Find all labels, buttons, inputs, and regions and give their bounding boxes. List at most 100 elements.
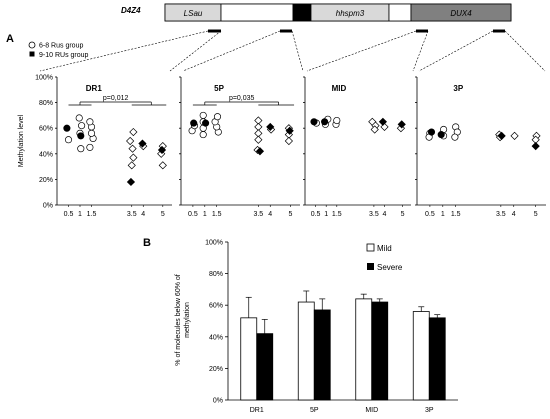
point-open-diamond [158, 161, 167, 170]
x-tick-label: 1.5 [87, 211, 97, 218]
point-filled-diamond [126, 177, 136, 187]
scatter-panel-mid: MID 0.5 1 1.5 3.5 4 5 [303, 76, 411, 218]
x-tick-label: 1 [324, 211, 328, 218]
scatter-panel-5p: 5P 0.5 1 1.5 3.5 4 5 p=0,035 [179, 76, 300, 218]
point-filled-diamond [255, 147, 265, 156]
gene-segment [220, 3, 294, 22]
x-tick-label: 1 [441, 211, 445, 218]
x-tick-label: 4 [141, 211, 145, 218]
panel-a-letter: A [6, 33, 14, 45]
point-filled-diamond [285, 126, 294, 135]
point-open-circle [213, 113, 222, 121]
point-open-circle [78, 122, 86, 130]
panel-b-ylabel-line1: % of molecules below 60% of [175, 274, 182, 365]
point-open-circle [199, 131, 207, 139]
zoom-line [169, 30, 222, 72]
point-filled-diamond [378, 117, 387, 126]
point-filled-circle [190, 119, 198, 127]
x-tick-label: 5 [161, 211, 165, 218]
point-open-diamond [129, 153, 138, 162]
point-open-circle [86, 118, 94, 126]
legend-open-circle-marker [28, 41, 36, 49]
bar-mild [297, 301, 315, 401]
x-tick-label: 0.5 [311, 211, 321, 218]
x-tick-label: 3.5 [369, 211, 379, 218]
x-tick-label: 1 [78, 211, 82, 218]
x-tick-label: 4 [383, 211, 387, 218]
zoom-line [306, 30, 417, 72]
x-tick-label: 5 [401, 211, 405, 218]
point-open-circle [77, 145, 85, 153]
panel-title: DR1 [86, 84, 103, 93]
panel-title: 3P [453, 84, 463, 93]
panel-title: 5P [214, 84, 224, 93]
x-tick-label: 1.5 [451, 211, 461, 218]
x-tick-label: 3.5 [253, 211, 263, 218]
point-filled-diamond [266, 122, 275, 132]
panel-b-y-tick-label: 80% [209, 271, 223, 278]
panel-b-legend-severe-label: Severe [377, 263, 403, 272]
point-filled-circle [202, 119, 210, 127]
significance-bracket: p=0,035 [192, 95, 295, 106]
y-tick-label: 0% [43, 203, 53, 210]
point-open-circle [199, 111, 207, 119]
x-tick-label: 1.5 [212, 211, 222, 218]
panel-a-ylabel: Methylation level [18, 114, 25, 167]
panel-b-legend-mild-label: Mild [377, 244, 392, 253]
x-tick-label: 1 [203, 211, 207, 218]
point-filled-circle [310, 118, 318, 126]
point-open-circle [86, 143, 94, 151]
gene-map-label: D4Z4 [121, 6, 141, 15]
panel-b-y-tick-label: 0% [213, 398, 223, 405]
gene-segment [388, 3, 412, 22]
zoom-line [504, 30, 546, 72]
point-open-circle [87, 129, 96, 137]
scatter-panel-3p: 3P 0.5 1 1.5 3.5 4 5 [415, 76, 546, 218]
panel-b-category-label: 3P [425, 407, 434, 414]
point-open-diamond [370, 125, 379, 134]
point-open-diamond [126, 136, 135, 146]
bar-severe [313, 309, 331, 401]
bar-mild [412, 311, 430, 401]
x-tick-label: 5 [289, 211, 293, 218]
y-tick-label: 80% [39, 100, 53, 107]
point-open-circle [333, 116, 341, 125]
point-open-diamond [128, 144, 137, 153]
y-tick-label: 60% [39, 126, 53, 133]
point-open-diamond [284, 136, 293, 146]
panel-b-ylabel-line2: methylation [184, 302, 191, 338]
p-value-label: p=0,035 [229, 95, 255, 102]
panel-b-y-tick-label: 20% [209, 366, 223, 373]
point-filled-diamond [497, 131, 506, 140]
x-tick-label: 3.5 [496, 211, 506, 218]
x-tick-label: 0.5 [188, 211, 198, 218]
x-tick-label: 5 [534, 211, 538, 218]
point-open-circle [75, 114, 83, 122]
point-filled-diamond [397, 120, 406, 129]
legend-open-label: 6-8 Rus group [39, 43, 83, 50]
x-tick-label: 0.5 [64, 211, 74, 218]
bar-severe [371, 301, 389, 401]
point-filled-diamond [157, 145, 167, 155]
zoom-line [291, 30, 304, 72]
significance-bracket: p=0,012 [68, 95, 167, 106]
panel-title: MID [332, 84, 347, 93]
gene-segment-label: hhspm3 [336, 9, 365, 18]
point-filled-circle [63, 124, 71, 132]
bar-severe [256, 333, 274, 401]
gene-segment-label: LSau [184, 9, 203, 18]
point-filled-circle [77, 132, 85, 140]
bar-mild [355, 298, 373, 401]
gene-segment-label: DUX4 [450, 9, 472, 18]
panel-b-letter: B [143, 237, 151, 249]
x-tick-label: 4 [268, 211, 272, 218]
scatter-panel-dr1: DR1 0.5 1 1.5 3.5 4 5 p=0,012 [55, 76, 172, 218]
point-filled-circle [321, 118, 329, 126]
p-value-label: p=0,012 [103, 95, 129, 102]
x-tick-label: 4 [512, 211, 516, 218]
point-open-diamond [127, 161, 136, 170]
y-tick-label: 40% [39, 151, 53, 158]
